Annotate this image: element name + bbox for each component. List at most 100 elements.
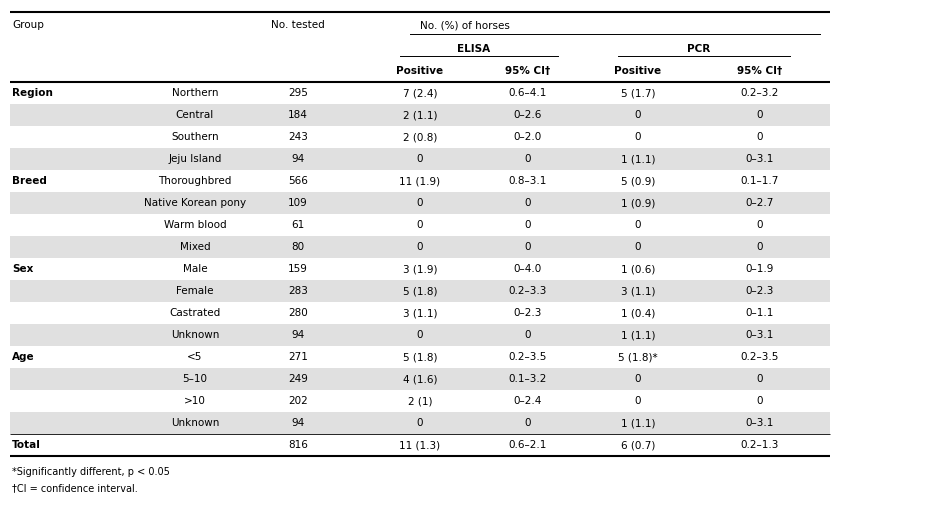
Text: 0: 0 [417,154,424,164]
Text: Age: Age [12,352,35,362]
Text: 6 (0.7): 6 (0.7) [621,440,655,450]
Text: 0.2–3.3: 0.2–3.3 [509,286,547,296]
Text: 0–1.1: 0–1.1 [746,308,774,318]
Text: 0.2–1.3: 0.2–1.3 [741,440,779,450]
Text: 249: 249 [288,374,308,384]
Bar [10,258,830,280]
Text: 5 (1.7): 5 (1.7) [621,88,655,98]
Text: 1 (0.9): 1 (0.9) [621,198,655,208]
Text: Region: Region [12,88,53,98]
Text: 0.1–3.2: 0.1–3.2 [509,374,547,384]
Text: Breed: Breed [12,176,47,186]
Text: 0: 0 [525,154,531,164]
Text: 0.1–1.7: 0.1–1.7 [741,176,779,186]
Bar [10,192,830,214]
Text: Castrated: Castrated [169,308,221,318]
Bar [10,126,830,148]
Text: 5 (1.8): 5 (1.8) [403,352,438,362]
Text: 0.8–3.1: 0.8–3.1 [509,176,547,186]
Text: 1 (0.4): 1 (0.4) [621,308,655,318]
Bar [10,390,830,412]
Text: 243: 243 [288,132,308,142]
Text: 0.2–3.2: 0.2–3.2 [741,88,779,98]
Text: 0: 0 [635,132,641,142]
Text: 5 (1.8)*: 5 (1.8)* [618,352,658,362]
Text: 11 (1.3): 11 (1.3) [399,440,440,450]
Text: 1 (1.1): 1 (1.1) [621,154,655,164]
Text: 0–2.7: 0–2.7 [746,198,774,208]
Text: Northern: Northern [172,88,218,98]
Text: PCR: PCR [687,44,711,54]
Text: 184: 184 [288,110,308,120]
Text: 816: 816 [288,440,308,450]
Text: Native Korean pony: Native Korean pony [144,198,246,208]
Text: Sex: Sex [12,264,34,274]
Text: 95% CI†: 95% CI† [506,66,551,76]
Text: 0: 0 [635,396,641,406]
Bar [10,214,830,236]
Text: Male: Male [182,264,208,274]
Text: 5–10: 5–10 [182,374,208,384]
Text: Jeju Island: Jeju Island [168,154,222,164]
Text: Thoroughbred: Thoroughbred [158,176,232,186]
Bar [10,324,830,346]
Text: 280: 280 [288,308,308,318]
Text: No. tested: No. tested [271,20,324,30]
Text: Mixed: Mixed [180,242,210,252]
Text: 0: 0 [756,132,763,142]
Text: 0: 0 [756,110,763,120]
Bar [10,148,830,170]
Bar [10,434,830,456]
Text: 283: 283 [288,286,308,296]
Text: 1 (0.6): 1 (0.6) [621,264,655,274]
Text: 61: 61 [292,220,305,230]
Bar [10,170,830,192]
Text: 0–3.1: 0–3.1 [746,330,774,340]
Text: 0: 0 [635,110,641,120]
Bar [10,82,830,104]
Text: <5: <5 [187,352,203,362]
Text: *Significantly different, p < 0.05: *Significantly different, p < 0.05 [12,467,170,477]
Text: 0–2.3: 0–2.3 [514,308,542,318]
Text: 3 (1.1): 3 (1.1) [403,308,438,318]
Text: Unknown: Unknown [171,330,219,340]
Text: 0: 0 [525,220,531,230]
Text: 7 (2.4): 7 (2.4) [403,88,438,98]
Text: 0.2–3.5: 0.2–3.5 [509,352,547,362]
Text: 0.6–4.1: 0.6–4.1 [509,88,547,98]
Text: Total: Total [12,440,41,450]
Text: 80: 80 [292,242,305,252]
Text: Unknown: Unknown [171,418,219,428]
Text: †CI = confidence interval.: †CI = confidence interval. [12,483,137,493]
Bar [10,280,830,302]
Text: Warm blood: Warm blood [164,220,226,230]
Text: Female: Female [177,286,214,296]
Text: 0.2–3.5: 0.2–3.5 [741,352,779,362]
Text: 0: 0 [525,198,531,208]
Text: 0: 0 [756,242,763,252]
Text: 0: 0 [635,242,641,252]
Text: >10: >10 [184,396,206,406]
Text: 0: 0 [525,330,531,340]
Bar [10,346,830,368]
Text: 4 (1.6): 4 (1.6) [403,374,438,384]
Text: 0: 0 [417,242,424,252]
Bar [10,104,830,126]
Text: 0: 0 [756,374,763,384]
Text: 5 (0.9): 5 (0.9) [621,176,655,186]
Text: 94: 94 [292,330,305,340]
Text: 0–4.0: 0–4.0 [514,264,542,274]
Text: Group: Group [12,20,44,30]
Text: 0–2.3: 0–2.3 [746,286,774,296]
Bar [10,302,830,324]
Text: 0–3.1: 0–3.1 [746,154,774,164]
Text: Positive: Positive [614,66,662,76]
Text: 0–1.9: 0–1.9 [746,264,774,274]
Text: 1 (1.1): 1 (1.1) [621,418,655,428]
Text: 11 (1.9): 11 (1.9) [399,176,440,186]
Text: 95% CI†: 95% CI† [738,66,783,76]
Text: Positive: Positive [396,66,443,76]
Text: 3 (1.9): 3 (1.9) [403,264,438,274]
Text: 3 (1.1): 3 (1.1) [621,286,655,296]
Text: 0: 0 [756,220,763,230]
